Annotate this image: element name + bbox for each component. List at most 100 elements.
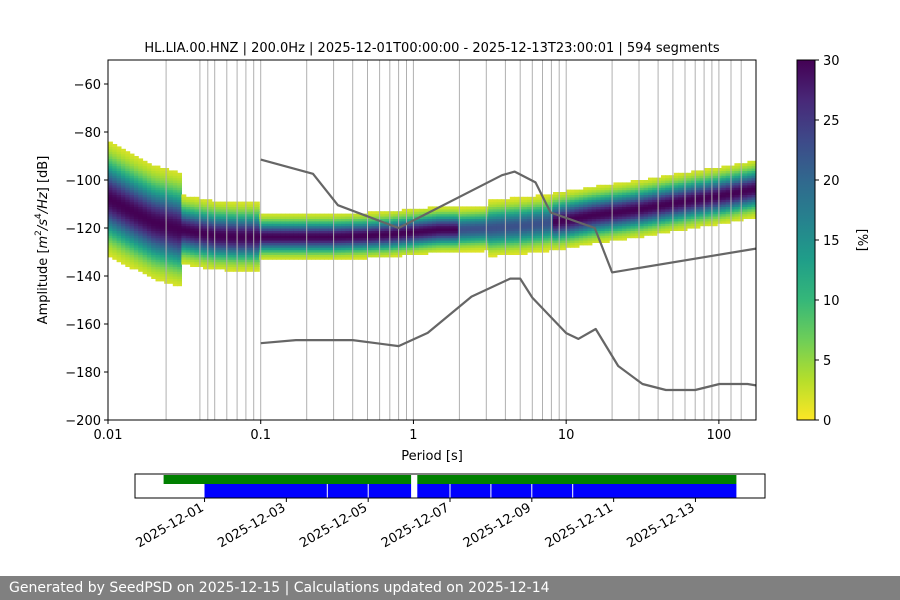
heatmap-cell xyxy=(229,237,234,241)
heatmap-cell xyxy=(142,242,148,246)
heatmap-cell xyxy=(686,199,692,203)
heatmap-cell xyxy=(699,216,705,219)
heatmap-cell xyxy=(108,228,113,231)
heatmap-cell xyxy=(181,244,187,248)
heatmap-cell xyxy=(375,228,381,231)
heatmap-cell xyxy=(121,225,126,229)
heatmap-cell xyxy=(138,187,144,191)
heatmap-cell xyxy=(146,208,152,212)
heatmap-cell xyxy=(181,256,187,260)
heatmap-cell xyxy=(669,196,675,200)
heatmap-cell xyxy=(129,264,135,267)
heatmap-cell xyxy=(561,204,567,207)
heatmap-cell xyxy=(315,228,321,231)
heatmap-cell xyxy=(656,216,662,219)
heatmap-cell xyxy=(704,223,710,227)
heatmap-cell xyxy=(630,182,636,186)
heatmap-cell xyxy=(229,240,234,243)
heatmap-cell xyxy=(604,235,610,239)
heatmap-cell xyxy=(406,235,411,239)
heatmap-cell xyxy=(574,194,580,198)
heatmap-cell xyxy=(743,165,748,169)
heatmap-cell xyxy=(501,244,506,248)
heatmap-cell xyxy=(544,244,550,248)
heatmap-cell xyxy=(371,213,377,217)
heatmap-cell xyxy=(112,204,118,207)
heatmap-cell xyxy=(591,213,597,217)
heatmap-cell xyxy=(496,201,502,205)
heatmap-cell xyxy=(518,196,524,200)
heatmap-cell xyxy=(717,220,722,224)
heatmap-cell xyxy=(337,240,342,243)
heatmap-cell xyxy=(626,216,632,219)
heatmap-cell xyxy=(246,225,252,229)
heatmap-cell xyxy=(164,192,170,195)
heatmap-cell xyxy=(207,201,213,205)
heatmap-cell xyxy=(479,235,485,239)
heatmap-cell xyxy=(337,252,342,255)
heatmap-cell xyxy=(133,213,139,217)
heatmap-cell xyxy=(527,247,532,251)
heatmap-cell xyxy=(665,228,671,231)
heatmap-cell xyxy=(604,213,610,217)
heatmap-cell xyxy=(168,187,174,191)
heatmap-cell xyxy=(449,242,455,246)
heatmap-cell xyxy=(432,206,437,210)
heatmap-cell xyxy=(129,230,135,234)
heatmap-cell xyxy=(112,223,118,227)
heatmap-cell xyxy=(155,254,161,258)
heatmap-cell xyxy=(699,184,705,188)
heatmap-cell xyxy=(600,237,606,241)
heatmap-cell xyxy=(665,189,671,193)
heatmap-cell xyxy=(479,220,485,224)
heatmap-cell xyxy=(133,177,139,181)
heatmap-cell xyxy=(146,268,152,272)
heatmap-cell xyxy=(108,213,113,217)
heatmap-cell xyxy=(578,218,584,222)
heatmap-cell xyxy=(332,244,338,248)
heatmap-cell xyxy=(345,213,351,217)
heatmap-cell xyxy=(505,242,511,246)
heatmap-cell xyxy=(250,228,256,231)
heatmap-cell xyxy=(220,242,226,246)
heatmap-cell xyxy=(557,192,563,195)
heatmap-cell xyxy=(488,218,494,222)
heatmap-cell xyxy=(406,249,411,253)
heatmap-cell xyxy=(406,230,411,234)
heatmap-cell xyxy=(216,261,221,265)
heatmap-cell xyxy=(285,230,290,234)
heatmap-cell xyxy=(129,208,135,212)
heatmap-cell xyxy=(678,225,684,229)
heatmap-cell xyxy=(237,228,243,231)
heatmap-cell xyxy=(198,264,204,267)
heatmap-cell xyxy=(164,220,170,224)
heatmap-cell xyxy=(648,223,653,227)
heatmap-cell xyxy=(142,180,148,183)
heatmap-cell xyxy=(673,196,679,200)
heatmap-cell xyxy=(276,242,282,246)
heatmap-cell xyxy=(401,220,407,224)
heatmap-cell xyxy=(133,228,139,231)
heatmap-cell xyxy=(661,228,666,231)
heatmap-cell xyxy=(570,235,576,239)
heatmap-cell xyxy=(514,252,519,255)
heatmap-cell xyxy=(172,172,178,176)
heatmap-cell xyxy=(168,228,174,231)
heatmap-cell xyxy=(717,213,722,217)
heatmap-cell xyxy=(285,223,290,227)
heatmap-cell xyxy=(267,223,273,227)
heatmap-cell xyxy=(116,156,122,159)
heatmap-cell xyxy=(699,204,705,207)
heatmap-cell xyxy=(112,237,118,241)
heatmap-cell xyxy=(384,213,390,217)
heatmap-cell xyxy=(673,187,679,191)
heatmap-cell xyxy=(496,235,502,239)
heatmap-cell xyxy=(751,211,756,215)
heatmap-cell xyxy=(129,235,135,239)
heatmap-cell xyxy=(125,264,131,267)
heatmap-cell xyxy=(302,230,308,234)
heatmap-cell xyxy=(626,213,632,217)
heatmap-cell xyxy=(159,223,165,227)
heatmap-cell xyxy=(133,220,139,224)
heatmap-cell xyxy=(669,180,675,183)
